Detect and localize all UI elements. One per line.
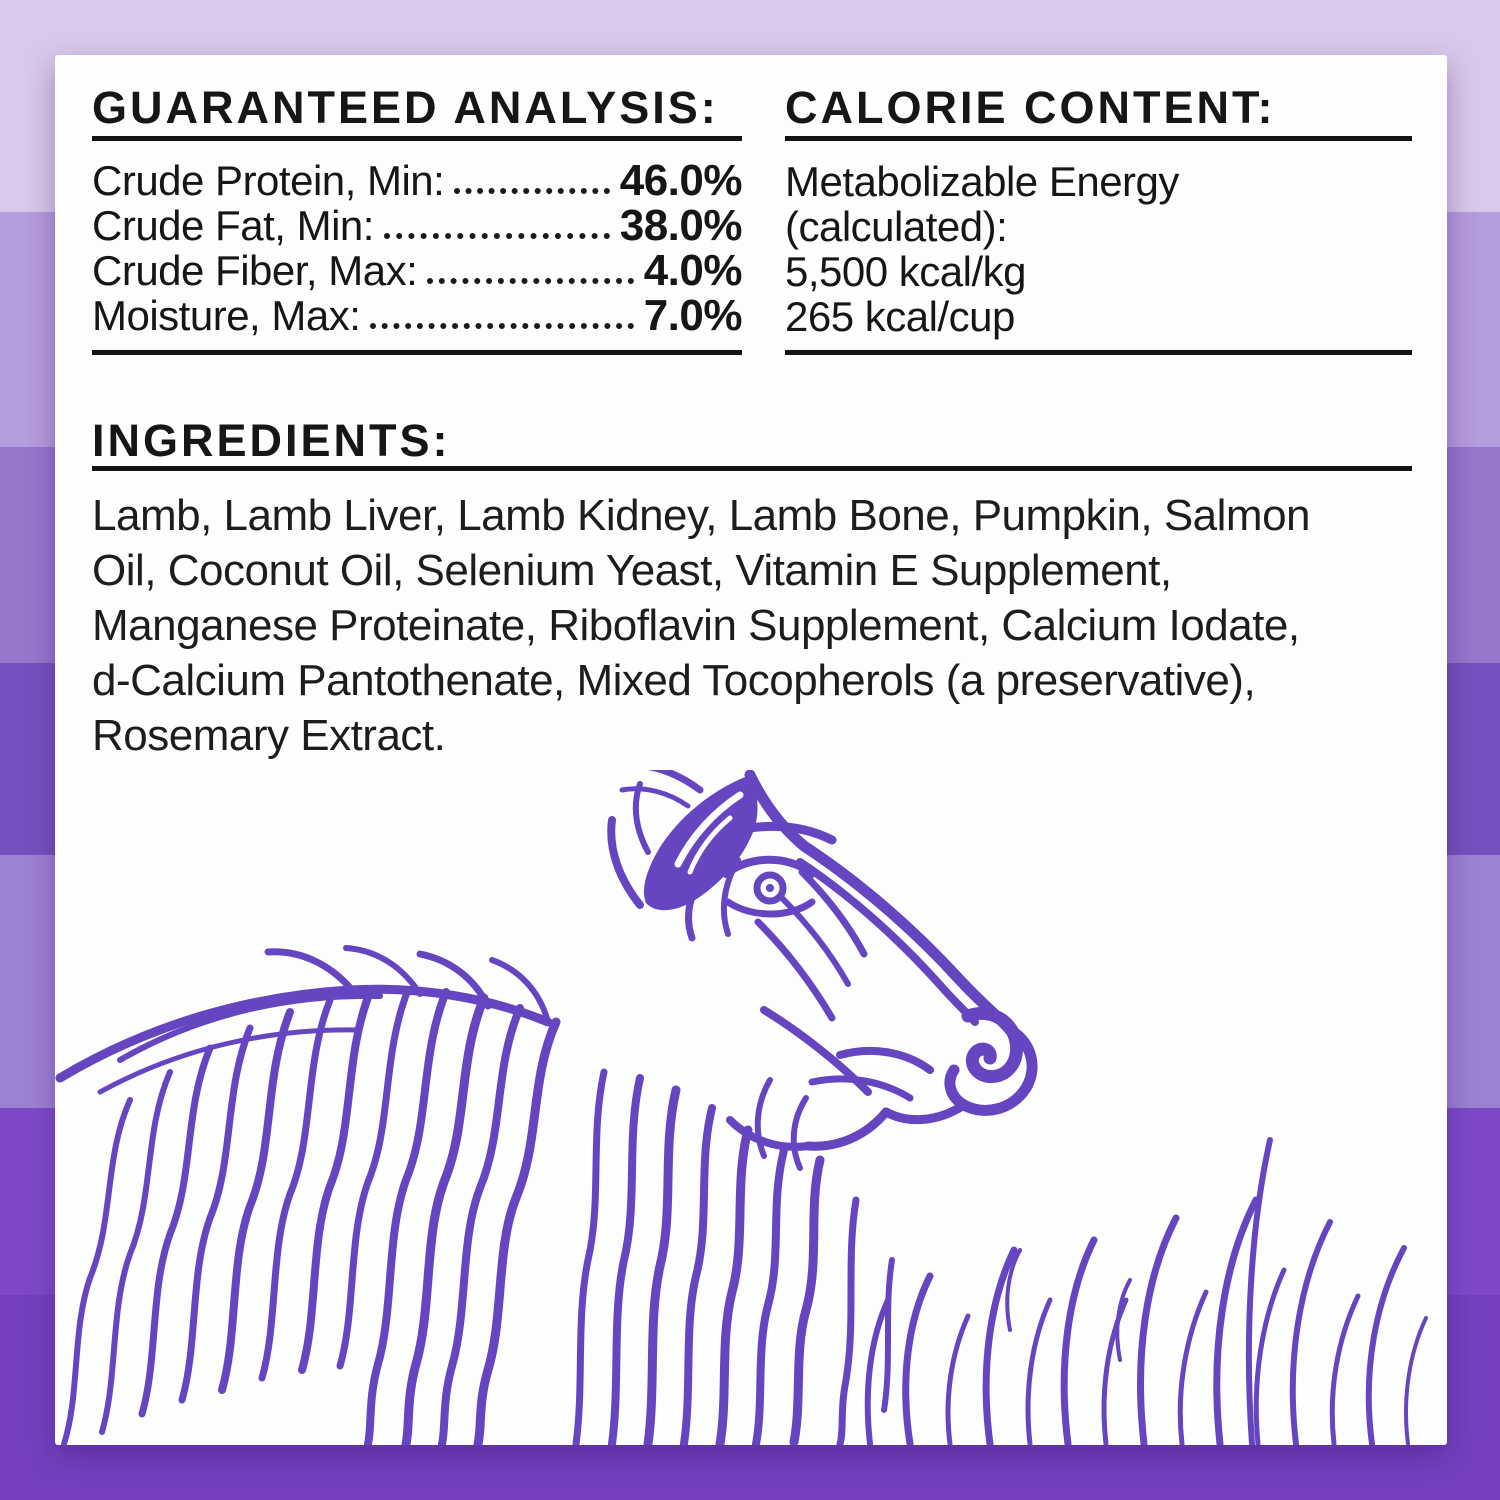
ingredients-rule — [92, 466, 1412, 471]
calorie-content-title: CALORIE CONTENT: — [785, 82, 1276, 133]
guaranteed-analysis-table: Crude Protein, Min: 46.0% Crude Fat, Min… — [92, 156, 743, 340]
calorie-content-text: Metabolizable Energy (calculated): 5,500… — [785, 159, 1425, 339]
ingredients-section: INGREDIENTS: — [92, 418, 451, 463]
ingredients-title: INGREDIENTS: — [92, 415, 451, 466]
guaranteed-analysis-rule-top — [92, 136, 742, 141]
dot-leader — [383, 233, 610, 239]
guaranteed-analysis-section: GUARANTEED ANALYSIS: — [92, 85, 742, 130]
calorie-line: Metabolizable Energy — [785, 158, 1179, 205]
row-label: Crude Protein, Min: — [92, 157, 445, 204]
calorie-line: 265 kcal/cup — [785, 293, 1015, 340]
analysis-row: Moisture, Max: 7.0% — [92, 291, 743, 340]
ingredients-text-line: d-Calcium Pantothenate, Mixed Tocopherol… — [92, 656, 1256, 705]
ingredients-text-line: Lamb, Lamb Liver, Lamb Kidney, Lamb Bone… — [92, 491, 1311, 540]
row-value: 4.0% — [643, 246, 743, 295]
grass-tufts — [864, 1137, 1428, 1445]
guaranteed-analysis-rule-bottom — [92, 350, 742, 355]
analysis-row: Crude Fiber, Max: 4.0% — [92, 246, 743, 295]
ingredients-text-line: Rosemary Extract. — [92, 711, 446, 760]
dot-leader — [370, 323, 634, 329]
nostril-spiral — [961, 1007, 1024, 1084]
calorie-content-rule-bottom — [785, 350, 1412, 355]
calorie-line: (calculated): — [785, 203, 1008, 250]
lamb-neck-fleece — [572, 1068, 895, 1445]
row-value: 7.0% — [643, 291, 743, 340]
row-label: Crude Fiber, Max: — [92, 247, 418, 294]
dot-leader — [427, 278, 634, 284]
guaranteed-analysis-title: GUARANTEED ANALYSIS: — [92, 82, 719, 133]
row-label: Moisture, Max: — [92, 292, 361, 339]
row-value: 46.0% — [619, 156, 743, 205]
ingredients-text-line: Manganese Proteinate, Riboflavin Supplem… — [92, 601, 1300, 650]
row-label: Crude Fat, Min: — [92, 202, 374, 249]
lamb-ear — [607, 770, 758, 942]
label-card: GUARANTEED ANALYSIS: Crude Protein, Min:… — [55, 55, 1447, 1445]
analysis-row: Crude Protein, Min: 46.0% — [92, 156, 743, 205]
ingredients-text-line: Oil, Coconut Oil, Selenium Yeast, Vitami… — [92, 546, 1172, 595]
lamb-line-art-svg — [55, 770, 1428, 1445]
calorie-content-rule-top — [785, 136, 1412, 141]
lamb-head — [726, 770, 1038, 1151]
dot-leader — [454, 188, 610, 194]
calorie-content-section: CALORIE CONTENT: — [785, 85, 1412, 130]
ingredients-text: Lamb, Lamb Liver, Lamb Kidney, Lamb Bone… — [92, 488, 1422, 763]
calorie-line: 5,500 kcal/kg — [785, 248, 1027, 295]
lamb-illustration — [55, 770, 1447, 1445]
analysis-row: Crude Fat, Min: 38.0% — [92, 201, 743, 250]
lamb-body-fleece — [55, 945, 561, 1445]
row-value: 38.0% — [619, 201, 743, 250]
